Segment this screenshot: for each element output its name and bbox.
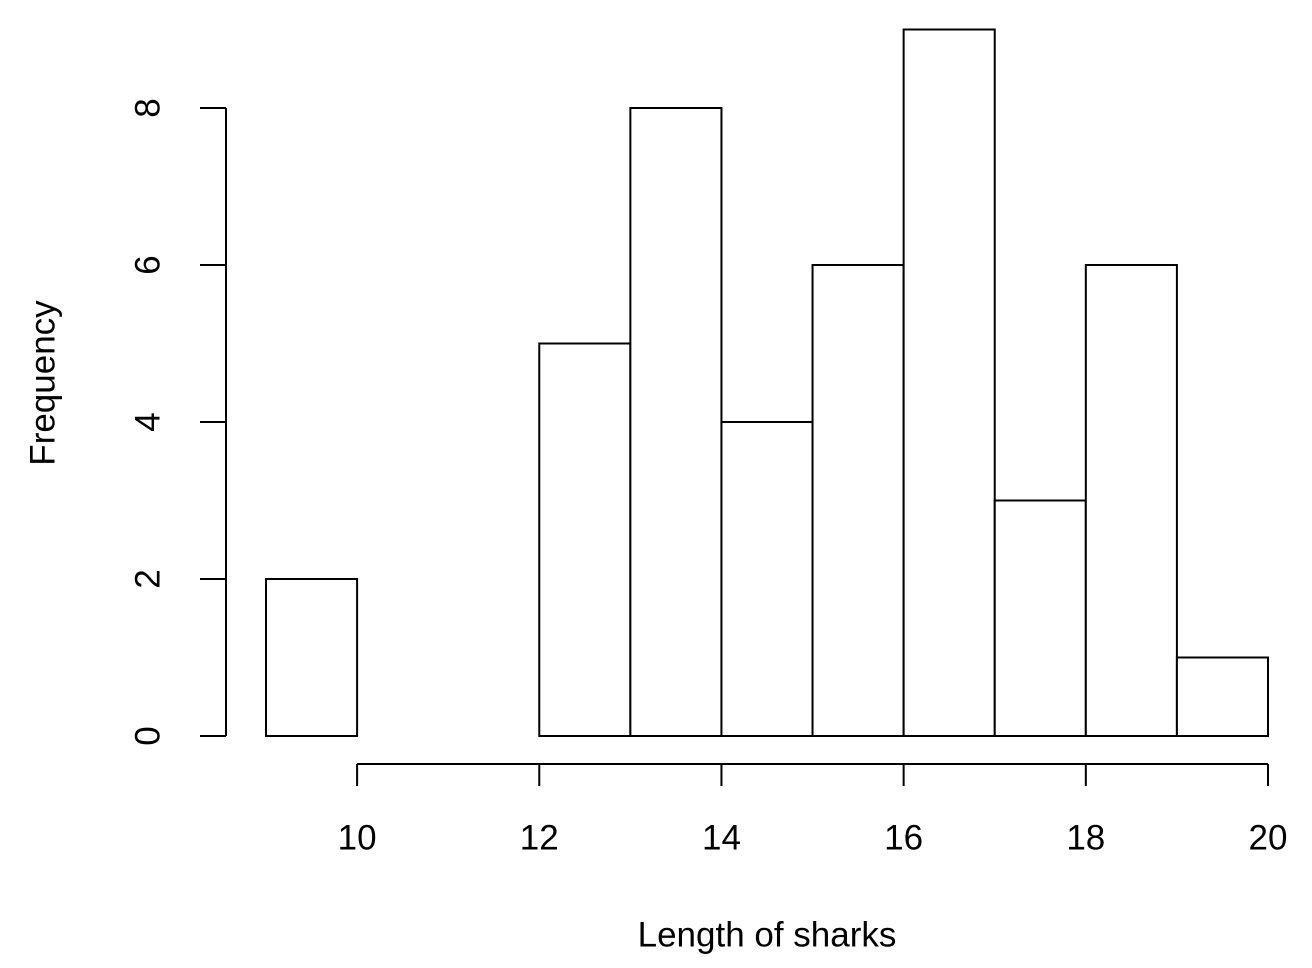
x-tick-label: 16 [884,818,923,857]
bar [538,342,632,737]
x-tick-label: 10 [338,818,377,857]
y-tick-label: 0 [128,726,167,745]
bar [902,28,996,737]
bar [1175,656,1269,737]
y-tick-label: 2 [128,569,167,588]
x-tick-label: 18 [1066,818,1105,857]
bar [720,421,814,737]
x-tick-label: 20 [1249,818,1288,857]
bar [1084,264,1178,737]
y-tick-label: 6 [128,255,167,274]
y-tick-label: 4 [128,412,167,431]
bar [629,107,723,737]
bar [993,499,1087,737]
y-tick-label: 8 [128,98,167,117]
y-axis-label: Frequency [23,300,62,466]
x-axis-label: Length of sharks [638,915,897,954]
x-tick-label: 14 [702,818,741,857]
x-tick-label: 12 [520,818,559,857]
bar [811,264,905,737]
bar [265,578,359,737]
